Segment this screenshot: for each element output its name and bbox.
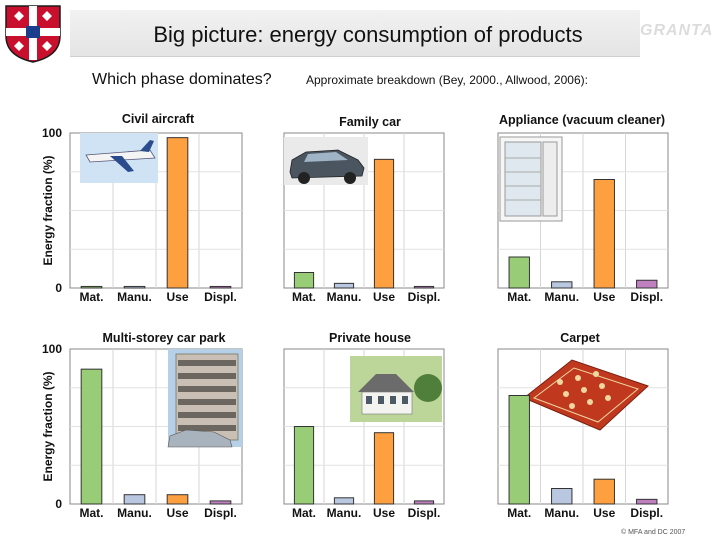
- bar-manu: [333, 282, 355, 289]
- refrigerator-photo: [499, 136, 563, 222]
- x-tick-label: Use: [593, 290, 615, 304]
- bar-mat: [508, 256, 530, 289]
- chart-panel: Mat. Manu. Use Displ. Appliance (vacuum clea…: [497, 113, 669, 304]
- bar-mat: [293, 272, 315, 289]
- bar-use: [166, 494, 189, 505]
- slide-title: Big picture: energy consumption of produ…: [153, 22, 583, 47]
- bar-displ: [636, 279, 658, 289]
- chart-title: Carpet: [560, 331, 600, 345]
- x-tick-label: Mat.: [507, 290, 531, 304]
- x-tick-label: Mat.: [507, 506, 531, 520]
- bar-manu: [123, 494, 146, 505]
- car-photo: [284, 137, 368, 185]
- bar-displ: [209, 500, 232, 505]
- x-tick-label: Use: [593, 506, 615, 520]
- x-tick-label: Manu.: [544, 506, 579, 520]
- x-tick-label: Manu.: [117, 506, 152, 520]
- x-tick-label: Use: [166, 506, 188, 520]
- x-tick-label: Use: [166, 290, 188, 304]
- chart-title: Multi-storey car park: [103, 331, 226, 345]
- x-tick-label: Manu.: [327, 290, 362, 304]
- x-tick-label: Mat.: [80, 506, 104, 520]
- y-tick-label: 100: [42, 126, 62, 140]
- title-banner: Big picture: energy consumption of produ…: [70, 10, 640, 57]
- bar-use: [373, 158, 395, 289]
- x-tick-label: Mat.: [292, 506, 316, 520]
- y-axis-label: Energy fraction (%): [41, 155, 55, 265]
- chart-title: Civil aircraft: [122, 112, 195, 126]
- house-photo: [350, 356, 442, 422]
- bar-use: [373, 432, 395, 505]
- bar-manu: [551, 281, 573, 289]
- question-text: Which phase dominates?: [92, 71, 272, 88]
- copyright-note: © MFA and DC 2007: [621, 529, 686, 536]
- x-tick-label: Displ.: [204, 290, 237, 304]
- bar-manu: [333, 497, 355, 505]
- x-tick-label: Manu.: [117, 290, 152, 304]
- brand-logo: GRANTA: [640, 22, 714, 39]
- chart-panel: Mat. Manu. Use Displ. Private house: [283, 331, 445, 520]
- carpet-photo: [523, 359, 649, 431]
- chart-panel: Mat. Manu. Use Displ. Multi-storey car park 0…: [41, 331, 243, 520]
- x-tick-label: Mat.: [80, 290, 104, 304]
- bar-displ: [413, 285, 435, 289]
- bar-mat: [80, 368, 103, 505]
- bar-displ: [636, 498, 658, 505]
- bar-displ: [209, 285, 232, 289]
- car-park-photo: [167, 349, 242, 448]
- x-tick-label: Displ.: [408, 506, 441, 520]
- chart-panel: Mat. Manu. Use Displ. Family car: [283, 115, 445, 304]
- chart-title: Family car: [339, 115, 401, 129]
- y-tick-label: 0: [55, 497, 62, 511]
- bar-use: [593, 179, 615, 289]
- y-tick-label: 100: [42, 342, 62, 356]
- x-tick-label: Manu.: [327, 506, 362, 520]
- aircraft-photo: [80, 133, 158, 183]
- bar-manu: [551, 488, 573, 505]
- x-tick-label: Displ.: [408, 290, 441, 304]
- bar-use: [593, 478, 615, 505]
- source-note: Approximate breakdown (Bey, 2000., Allwo…: [306, 73, 588, 87]
- bar-manu: [123, 285, 146, 289]
- bar-mat: [80, 285, 103, 289]
- y-tick-label: 0: [55, 281, 62, 295]
- x-tick-label: Displ.: [204, 506, 237, 520]
- chart-panel: Mat. Manu. Use Displ. Carpet: [497, 331, 669, 520]
- university-crest-icon: [5, 5, 61, 63]
- chart-panel: Mat. Manu. Use Displ. Civil aircraft 0 100 Ener…: [41, 112, 243, 304]
- bar-mat: [508, 395, 530, 505]
- x-tick-label: Use: [373, 506, 395, 520]
- x-tick-label: Use: [373, 290, 395, 304]
- chart-title: Appliance (vacuum cleaner): [499, 113, 665, 127]
- bar-use: [166, 137, 189, 289]
- bar-mat: [293, 426, 315, 505]
- x-tick-label: Displ.: [630, 506, 663, 520]
- y-axis-label: Energy fraction (%): [41, 371, 55, 481]
- x-tick-label: Manu.: [544, 290, 579, 304]
- x-tick-label: Displ.: [630, 290, 663, 304]
- bar-displ: [413, 500, 435, 505]
- chart-title: Private house: [329, 331, 411, 345]
- x-tick-label: Mat.: [292, 290, 316, 304]
